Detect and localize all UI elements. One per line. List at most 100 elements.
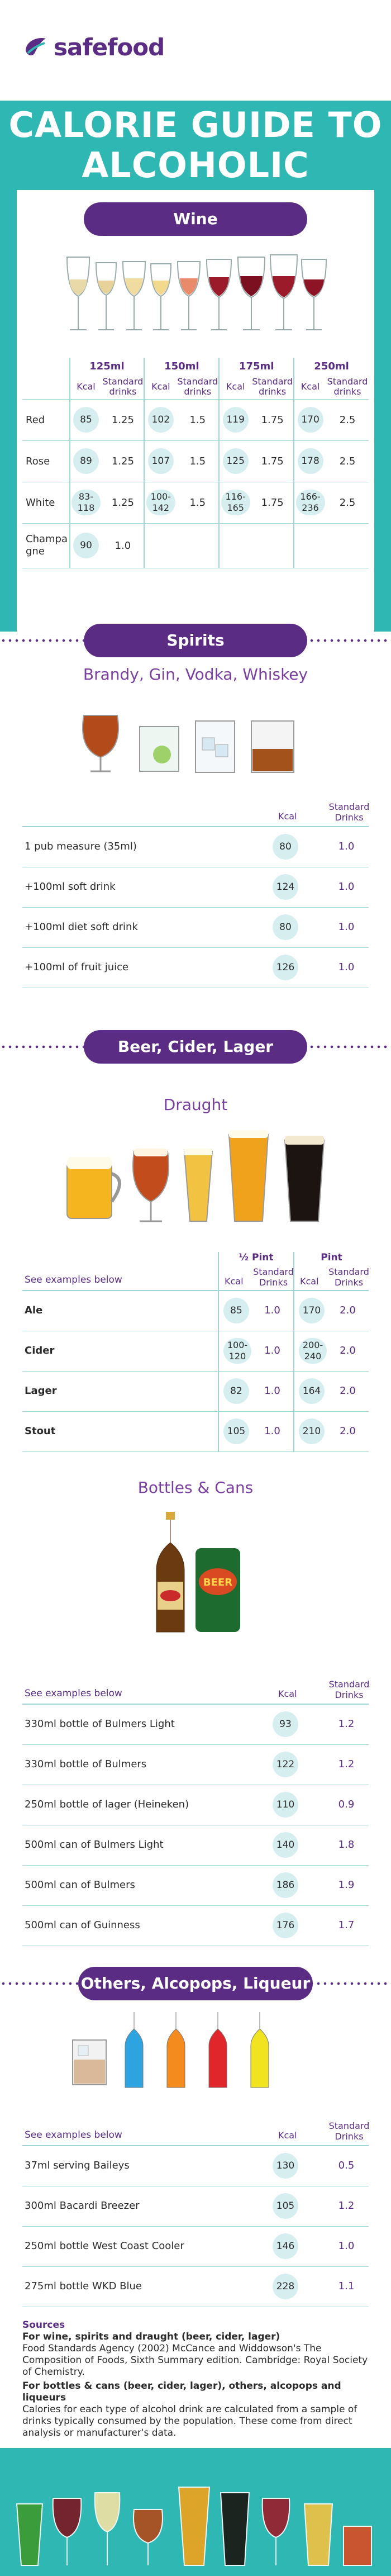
std-value: 1.0 [264, 1385, 280, 1397]
drink-name: Stout [25, 1425, 56, 1437]
kcal-value: 82 [223, 1378, 249, 1404]
col-kcal: Kcal [278, 2130, 297, 2141]
std-value: 2.5 [326, 440, 369, 482]
kcal-value: 110 [273, 1792, 298, 1818]
std-value: 1.8 [338, 1839, 355, 1851]
std-value: 1.0 [264, 1425, 280, 1437]
std-value: 1.2 [338, 1758, 355, 1770]
table-row: 250ml bottle of lager (Heineken) 110 0.9 [22, 1785, 369, 1825]
drink-name: 330ml bottle of Bulmers Light [25, 1718, 175, 1730]
footer-band [0, 2448, 391, 2576]
wine-row-rose: Rose 89 1.25 107 1.5 125 1.75 178 2.5 [22, 440, 369, 482]
kcal-value: 210 [299, 1419, 325, 1444]
draught-table: Ale 85 1.0 170 2.0 Cider 100-120 1.0 200… [22, 1291, 369, 1453]
col-kcal: Kcal [300, 1276, 319, 1287]
kcal-value: 164 [299, 1378, 325, 1404]
kcal-value: 83-118 [71, 490, 101, 515]
std-value: 1.0 [338, 961, 355, 973]
kcal-value: 85 [223, 1298, 249, 1323]
pint-label: Pint [321, 1252, 342, 1263]
std-value: 2.0 [340, 1304, 356, 1316]
kcal-value: 102 [147, 407, 174, 433]
table-row: 1 pub measure (35ml) 80 1.0 [22, 827, 369, 867]
draught-table-header: See examples below ½ Pint Kcal Standard … [22, 1252, 369, 1291]
drink-name: Cider [25, 1345, 55, 1356]
std-value: 1.75 [251, 399, 294, 441]
std-value: 1.5 [177, 399, 220, 441]
logo-text: safefood [54, 34, 165, 61]
std-value: 2.0 [340, 1345, 356, 1356]
col-kcal: Kcal [278, 811, 297, 822]
alcopops-illustration [72, 2012, 269, 2088]
table-row: +100ml soft drink 124 1.0 [22, 867, 369, 908]
wine-row-white: White 83-118 1.25 100-142 1.5 116-165 1.… [22, 482, 369, 524]
wine-row-champagne: Champagne 90 1.0 [22, 523, 369, 568]
see-examples-label: See examples below [25, 1688, 122, 1699]
std-value: 1.75 [251, 482, 294, 524]
kcal-value: 85 [73, 407, 99, 433]
bottles-table: 330ml bottle of Bulmers Light 93 1.2 330… [22, 1705, 369, 1951]
col-std: Standard Drinks [328, 801, 370, 823]
table-row: +100ml diet soft drink 80 1.0 [22, 908, 369, 948]
spirits-table: 1 pub measure (35ml) 80 1.0 +100ml soft … [22, 827, 369, 995]
table-row: 250ml bottle West Coast Cooler 146 1.0 [22, 2227, 369, 2267]
wine-col-std: Standard drinks [251, 374, 294, 400]
std-value: 1.0 [102, 523, 145, 568]
kcal-value: 125 [222, 448, 249, 474]
table-row: 330ml bottle of Bulmers Light 93 1.2 [22, 1705, 369, 1745]
spirits-subheading: Brandy, Gin, Vodka, Whiskey [83, 665, 308, 684]
can-label: BEER [203, 1577, 232, 1588]
wine-table: 125ml 150ml 175ml 250ml Kcal Standard dr… [22, 358, 369, 568]
table-row: 500ml can of Bulmers Light 140 1.8 [22, 1825, 369, 1866]
kcal-value: 176 [273, 1913, 298, 1938]
footer-drinks-illustration [16, 2487, 372, 2566]
std-value: 0.5 [338, 2160, 355, 2171]
row-label: Rose [22, 440, 70, 482]
std-value: 1.25 [102, 440, 145, 482]
table-row: +100ml of fruit juice 126 1.0 [22, 948, 369, 988]
std-value: 1.5 [177, 440, 220, 482]
table-row: 500ml can of Bulmers 186 1.9 [22, 1866, 369, 1906]
col-std: Standard Drinks [328, 2120, 370, 2142]
safefood-logo[interactable]: safefood [22, 34, 165, 61]
table-row: Cider 100-120 1.0 200-240 2.0 [22, 1331, 369, 1372]
std-value: 1.25 [102, 482, 145, 524]
wine-col-std: Standard drinks [102, 374, 145, 400]
wine-size-250: 250ml [293, 358, 369, 374]
wine-row-red: Red 85 1.25 102 1.5 119 1.75 170 2.5 [22, 399, 369, 441]
wine-size-150: 150ml [144, 358, 220, 374]
row-label: Red [22, 399, 70, 441]
half-pint-label: ½ Pint [239, 1252, 274, 1263]
table-row: 300ml Bacardi Breezer 105 1.2 [22, 2186, 369, 2227]
std-value: 1.0 [338, 841, 355, 852]
drink-name: 500ml can of Guinness [25, 1919, 140, 1931]
kcal-value: 119 [222, 407, 249, 433]
table-row: 330ml bottle of Bulmers 122 1.2 [22, 1745, 369, 1785]
col-std: Standard Drinks [328, 1266, 369, 1288]
std-value: 1.0 [264, 1304, 280, 1316]
drink-name: 37ml serving Baileys [25, 2160, 130, 2171]
kcal-value: 80 [273, 914, 298, 940]
draught-glasses-illustration [66, 1130, 325, 1222]
kcal-value: 105 [273, 2193, 298, 2219]
kcal-value: 122 [273, 1752, 298, 1777]
kcal-value: 170 [299, 1298, 325, 1323]
std-value: 1.0 [338, 881, 355, 893]
bottles-subheading: Bottles & Cans [137, 1478, 254, 1497]
table-row: Stout 105 1.0 210 2.0 [22, 1412, 369, 1452]
draught-subheading: Draught [163, 1095, 228, 1114]
kcal-value: 93 [273, 1711, 298, 1737]
wine-glasses-illustration [66, 254, 327, 330]
kcal-value: 146 [273, 2233, 298, 2259]
kcal-value: 126 [273, 955, 298, 980]
wine-size-175: 175ml [218, 358, 294, 374]
spirits-table-header: Kcal Standard Drinks [22, 794, 369, 827]
kcal-value: 200-240 [299, 1338, 327, 1364]
std-value: 1.2 [338, 1718, 355, 1730]
std-value: 1.75 [251, 440, 294, 482]
row-label: White [22, 482, 70, 524]
table-row: Ale 85 1.0 170 2.0 [22, 1291, 369, 1331]
wine-col-kcal: Kcal [218, 374, 252, 400]
std-value: 1.0 [338, 2240, 355, 2252]
